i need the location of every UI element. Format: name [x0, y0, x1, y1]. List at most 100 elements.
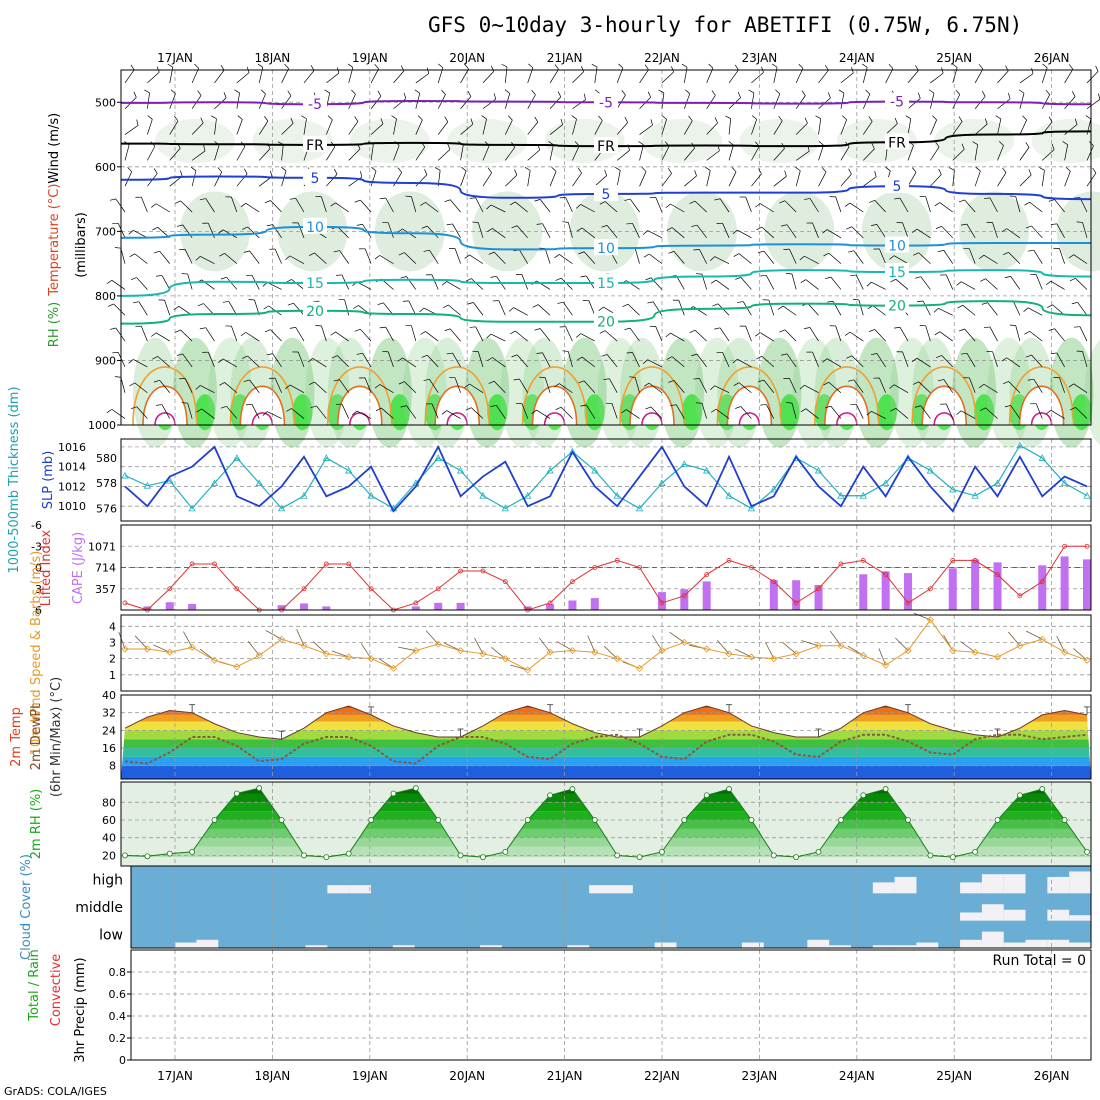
wind-barb — [760, 203, 774, 213]
wind-barb — [214, 118, 217, 135]
wind-barb-flag — [758, 168, 762, 174]
rh-blob-high — [349, 119, 430, 163]
wind-barb — [678, 300, 685, 316]
wind-barb-flag — [554, 64, 559, 70]
wind-barb-flag — [1051, 143, 1055, 150]
wind-barb — [281, 95, 292, 109]
wind-barb — [214, 144, 220, 161]
lifted-index-point — [368, 586, 374, 592]
wind-barb — [454, 248, 461, 264]
wind10m-barb — [913, 612, 931, 621]
wind-barb-flag — [132, 301, 139, 304]
y-label-rh: RH (%) — [47, 302, 62, 347]
wind-barb-flag — [795, 166, 801, 172]
rh2m-point — [1016, 792, 1023, 799]
temp-band — [121, 721, 1091, 731]
bottom-date-labels: 17JAN 18JAN 19JAN 20JAN 21JAN 22JAN 23JAN 24JAN… — [157, 1069, 1069, 1083]
wind-barb-flag — [514, 169, 518, 176]
y-tick-temp: 16 — [102, 742, 116, 755]
wind-barb-flag — [758, 379, 765, 383]
wind-barb — [920, 405, 931, 419]
rh-blob-core — [876, 394, 897, 431]
rh2m-point — [524, 817, 531, 823]
wind-barb-flag — [960, 352, 967, 355]
thickness-point — [210, 479, 219, 487]
thickness-point — [635, 504, 644, 512]
wind-barb-flag — [130, 277, 137, 281]
y-tick-slp: 1014 — [58, 461, 86, 474]
wind-barb — [974, 144, 978, 161]
isotherm-35-loop — [641, 412, 663, 426]
wind-barb — [902, 351, 909, 368]
wind-barb — [267, 411, 282, 419]
wind-barb — [945, 274, 954, 290]
wind-barb-flag — [333, 379, 340, 382]
wind-barb — [751, 119, 757, 135]
wind10m-point — [882, 661, 890, 669]
wind-barb — [830, 405, 842, 419]
wind-barb-flag — [147, 115, 153, 120]
wind-barb — [404, 252, 417, 264]
wind-barb-flag — [195, 256, 201, 261]
wind-barb — [381, 407, 394, 419]
wind-barb-flag — [691, 353, 698, 357]
isotherm-label: FR — [888, 135, 906, 151]
wind-barb — [321, 325, 327, 342]
wind-barb-flag — [998, 141, 1004, 146]
wind10m-point — [993, 653, 1002, 661]
wind-barb-flag — [481, 115, 487, 120]
wind10m-barb — [510, 664, 528, 671]
rh2m-point — [882, 786, 889, 792]
wind-barb — [699, 249, 707, 264]
wind-barb — [740, 406, 752, 419]
cloud-cell-middle — [960, 912, 982, 921]
wind-barb — [805, 408, 819, 419]
isotherm-25-loop — [521, 366, 588, 426]
wind-barb-flag — [360, 171, 363, 178]
wind-barb — [661, 173, 672, 187]
wind-barb-flag — [784, 170, 787, 177]
isotherm-35-loop — [251, 412, 274, 426]
cloud-cell-low — [654, 942, 677, 948]
rh2m-point — [480, 854, 486, 861]
wind-barb — [226, 276, 238, 290]
wind-barb-flag — [243, 250, 250, 253]
wind-barb — [289, 255, 305, 264]
rh2m-point — [949, 854, 956, 861]
wind10m-barb — [425, 630, 439, 645]
wind-barb — [809, 198, 819, 213]
isotherm-25-loop — [814, 366, 880, 426]
wind-barb-flag — [400, 405, 407, 408]
wind-barb — [207, 352, 215, 368]
isotherm-35-loop — [1030, 412, 1053, 426]
wind-barb — [661, 145, 670, 161]
wind-barb — [473, 302, 484, 316]
rh2m-point — [189, 848, 196, 855]
wind-barb — [661, 71, 674, 84]
wind-barb — [477, 351, 484, 368]
wind-barb — [404, 381, 417, 393]
wind-barb-flag — [347, 63, 354, 68]
wind-barb-flag — [578, 251, 585, 255]
wind-barb — [339, 250, 350, 264]
wind-barb — [385, 326, 394, 342]
rh2m-point — [815, 848, 822, 855]
wind-barb — [650, 406, 663, 419]
date-label-top: 26JAN — [1034, 51, 1070, 65]
wind-barb-flag — [865, 89, 871, 95]
wind-barb-flag — [218, 229, 224, 234]
wind-barb-flag — [354, 199, 361, 203]
wind-barb-flag — [152, 356, 158, 360]
wind-barb-flag — [197, 90, 202, 96]
wind10m-point — [859, 651, 867, 659]
wind-barb — [184, 378, 193, 393]
wind-barb — [849, 202, 864, 213]
wind-barb-flag — [1076, 221, 1083, 223]
wind-barb-flag — [599, 330, 606, 334]
wind-barb — [450, 199, 461, 213]
wind-barb — [893, 384, 909, 394]
wind-barb — [281, 68, 289, 84]
wind-barb — [1010, 405, 1021, 419]
wind-barb — [117, 352, 126, 368]
wind10m-point — [837, 642, 845, 650]
